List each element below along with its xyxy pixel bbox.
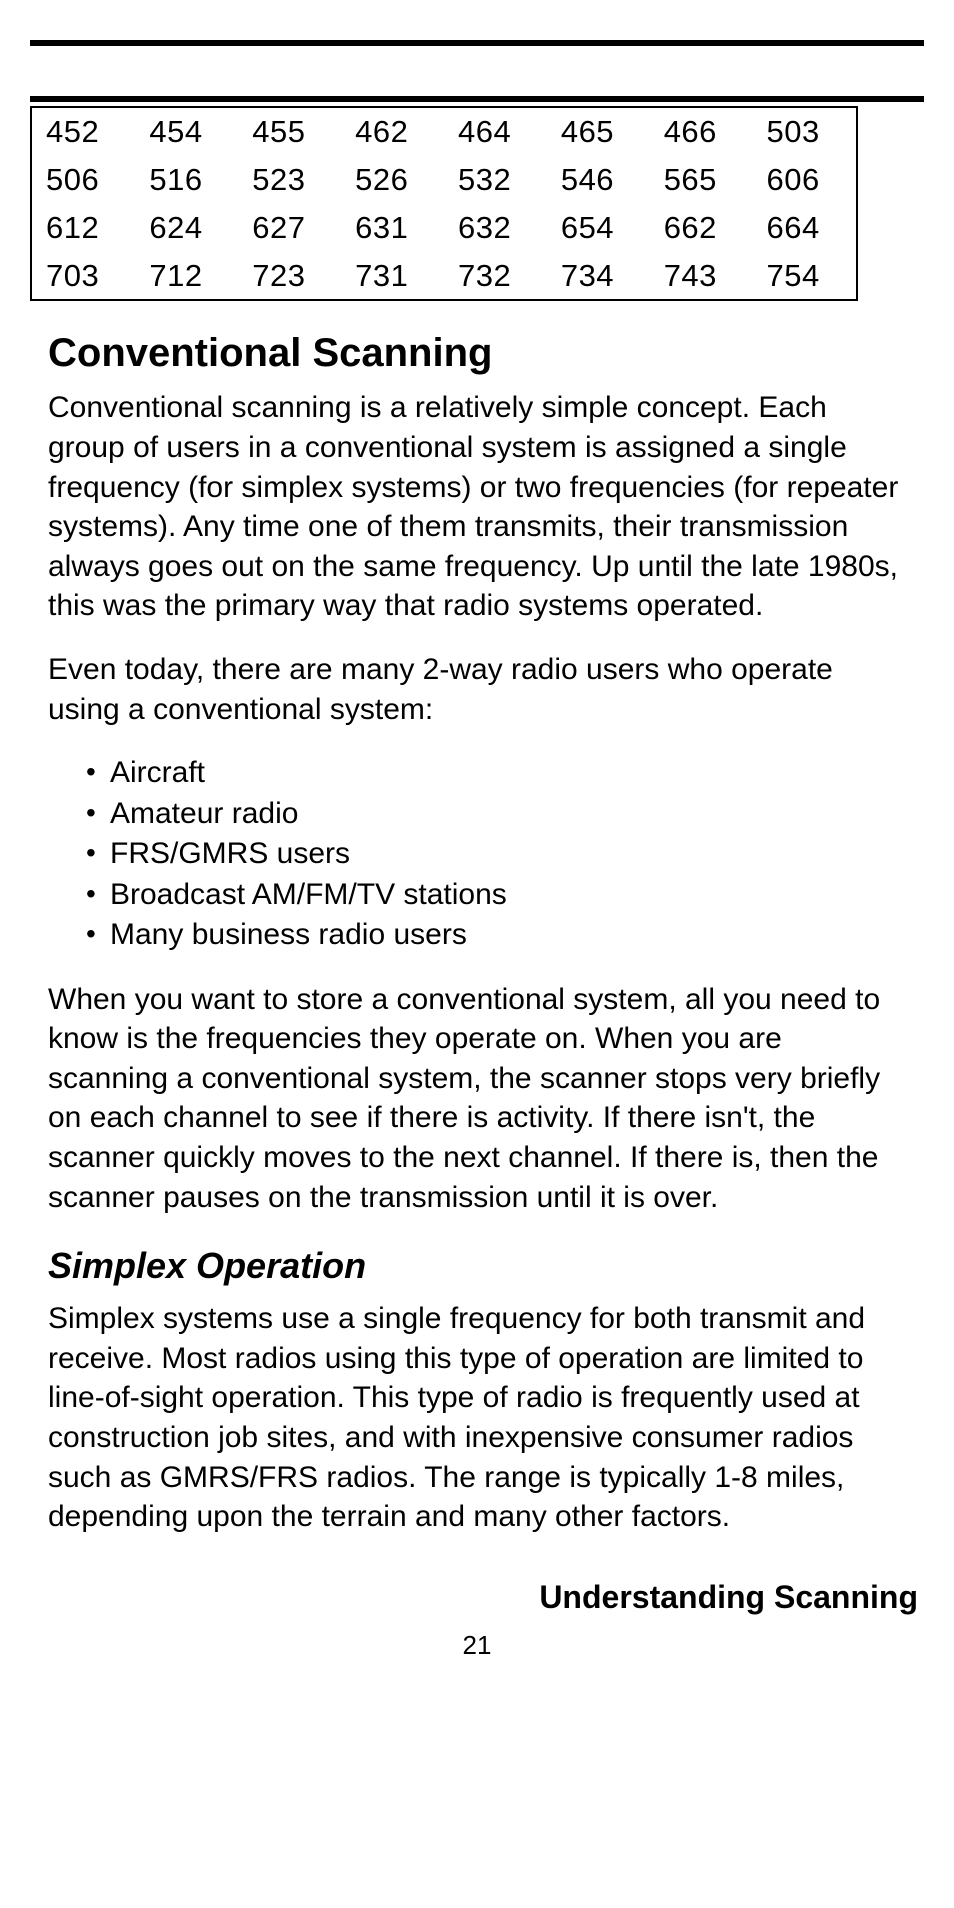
table-cell: 526 <box>341 156 444 204</box>
table-row: 703712723731732734743754 <box>31 252 857 301</box>
list-item: Aircraft <box>86 753 906 794</box>
para-conventional-3: When you want to store a conventional sy… <box>48 980 906 1218</box>
table-cell: 743 <box>650 252 753 301</box>
table-cell: 523 <box>238 156 341 204</box>
table-cell: 516 <box>135 156 238 204</box>
table-cell: 624 <box>135 204 238 252</box>
table-cell: 734 <box>547 252 650 301</box>
table-cell: 454 <box>135 107 238 156</box>
table-cell: 732 <box>444 252 547 301</box>
para-simplex-1: Simplex systems use a single frequency f… <box>48 1299 906 1537</box>
table-cell: 464 <box>444 107 547 156</box>
rule-gap <box>30 46 924 96</box>
table-cell: 632 <box>444 204 547 252</box>
table-cell: 731 <box>341 252 444 301</box>
table-cell: 466 <box>650 107 753 156</box>
table-cell: 754 <box>753 252 857 301</box>
table-row: 612624627631632654662664 <box>31 204 857 252</box>
table-cell: 654 <box>547 204 650 252</box>
table-cell: 506 <box>31 156 135 204</box>
table-cell: 546 <box>547 156 650 204</box>
table-cell: 627 <box>238 204 341 252</box>
table-cell: 465 <box>547 107 650 156</box>
table-cell: 452 <box>31 107 135 156</box>
footer-title: Understanding Scanning <box>30 1579 924 1616</box>
table-cell: 503 <box>753 107 857 156</box>
table-cell: 662 <box>650 204 753 252</box>
para-conventional-2: Even today, there are many 2-way radio u… <box>48 650 906 729</box>
table-cell: 612 <box>31 204 135 252</box>
table-cell: 631 <box>341 204 444 252</box>
table-cell: 703 <box>31 252 135 301</box>
user-list: AircraftAmateur radioFRS/GMRS usersBroad… <box>48 753 906 956</box>
code-table-body: 4524544554624644654665035065165235265325… <box>31 107 857 300</box>
heading-conventional-scanning: Conventional Scanning <box>48 331 906 376</box>
list-item: FRS/GMRS users <box>86 834 906 875</box>
table-cell: 723 <box>238 252 341 301</box>
table-cell: 664 <box>753 204 857 252</box>
page: 4524544554624644654665035065165235265325… <box>30 40 924 1661</box>
table-cell: 712 <box>135 252 238 301</box>
table-cell: 455 <box>238 107 341 156</box>
list-item: Broadcast AM/FM/TV stations <box>86 875 906 916</box>
heading-simplex-operation: Simplex Operation <box>48 1245 906 1287</box>
table-cell: 532 <box>444 156 547 204</box>
table-cell: 565 <box>650 156 753 204</box>
para-conventional-1: Conventional scanning is a relatively si… <box>48 388 906 626</box>
table-row: 506516523526532546565606 <box>31 156 857 204</box>
table-row: 452454455462464465466503 <box>31 107 857 156</box>
content-area: Conventional Scanning Conventional scann… <box>30 331 924 1536</box>
table-cell: 462 <box>341 107 444 156</box>
table-cell: 606 <box>753 156 857 204</box>
code-table: 4524544554624644654665035065165235265325… <box>30 106 858 301</box>
page-number: 21 <box>30 1630 924 1661</box>
list-item: Many business radio users <box>86 915 906 956</box>
list-item: Amateur radio <box>86 794 906 835</box>
